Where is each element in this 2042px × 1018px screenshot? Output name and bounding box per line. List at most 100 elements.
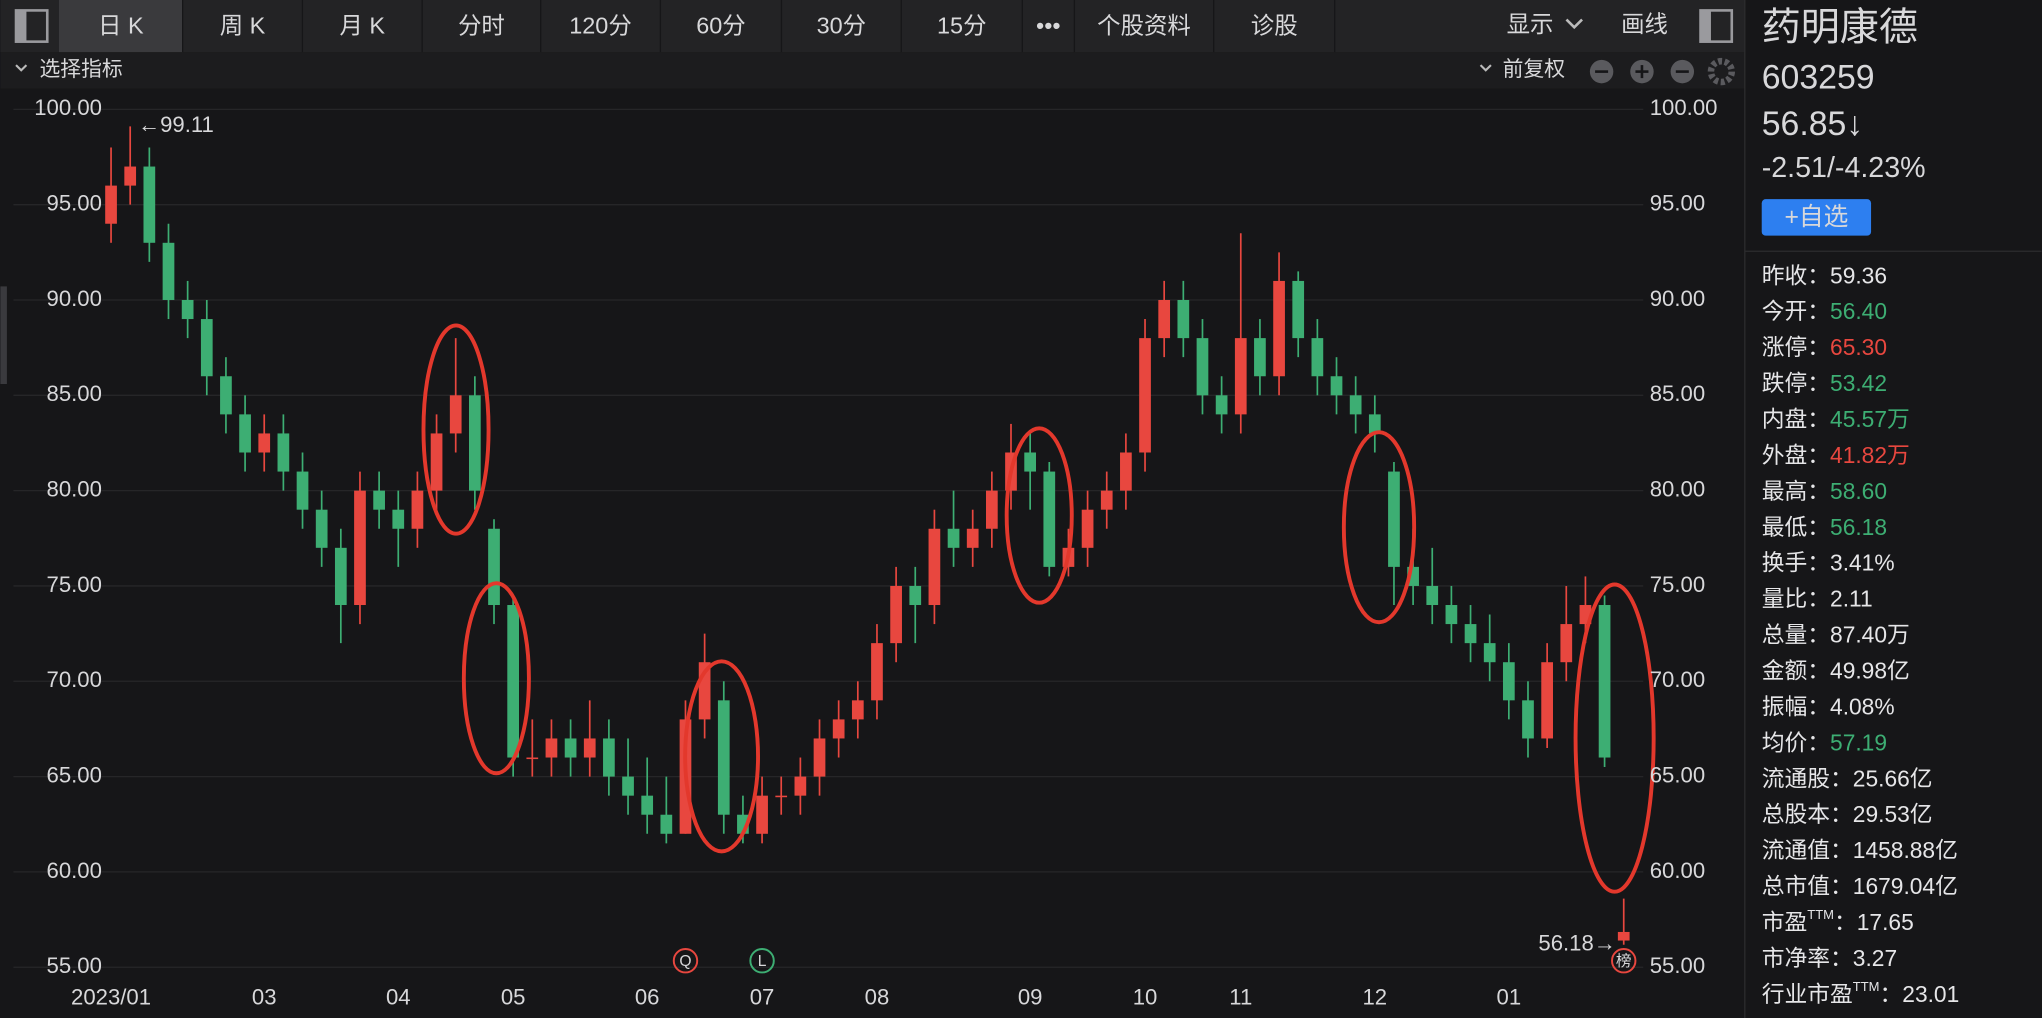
stat-label: 振幅 (1762, 693, 1808, 719)
watch-button[interactable] (1761, 199, 1872, 236)
y-tick-label-right: 95.00 (1650, 191, 1705, 216)
candle-body (334, 547, 347, 606)
candle-body (1617, 931, 1630, 941)
stat-value: 57.19 (1830, 729, 1887, 755)
stat-separator: ： (1807, 514, 1830, 540)
candle-body (1349, 395, 1362, 415)
candle-body (1426, 585, 1439, 606)
candle-body (373, 490, 385, 510)
watch-button-label[interactable]: +自选 (1784, 203, 1848, 231)
candle-body (392, 509, 405, 529)
stat-value: 59.36 (1830, 262, 1887, 288)
candle-body (583, 738, 596, 758)
candle-body (220, 376, 232, 415)
stat-value: 25.66亿 (1853, 765, 1933, 791)
candle-body (1177, 299, 1190, 339)
indicator-select[interactable]: 选择指标 (39, 58, 122, 81)
stat-separator: ： (1807, 262, 1830, 288)
tab-selected (58, 0, 183, 53)
toolbar-button[interactable]: 显示 (1507, 11, 1554, 37)
tab[interactable]: 日 K (98, 13, 144, 39)
tab[interactable]: 月 K (340, 13, 386, 39)
tab[interactable]: 30分 (817, 13, 866, 39)
stat-separator: ： (1830, 801, 1853, 827)
stat-separator: ： (1807, 406, 1830, 432)
stat-label: 总量 (1762, 622, 1808, 648)
candle-body (1234, 338, 1247, 415)
stat-value: 65.30 (1830, 334, 1887, 360)
candle-body (507, 605, 520, 758)
stat-separator: ： (1830, 945, 1853, 971)
sub-toolbar (0, 52, 1745, 89)
stat-value: 53.42 (1830, 370, 1887, 396)
stat-label: 总市值 (1762, 873, 1830, 899)
y-tick-label-right: 75.00 (1650, 572, 1705, 597)
tab[interactable]: 周 K (220, 13, 266, 39)
candle-body (258, 433, 271, 453)
stat-row: 市盈TTM：17.65 (1762, 908, 1914, 935)
stat-value: 29.53亿 (1853, 801, 1933, 827)
stat-row: 今开：56.40 (1762, 298, 1887, 324)
tab[interactable]: 60分 (696, 13, 745, 39)
y-tick-label-right: 85.00 (1650, 381, 1705, 406)
stat-row: 流通股：25.66亿 (1762, 765, 1933, 791)
candle-body (1120, 452, 1132, 491)
stat-value: 23.01 (1902, 981, 1959, 1007)
candle-body (756, 795, 768, 834)
candle-body (1483, 643, 1496, 663)
x-tick-label: 2023/01 (71, 984, 151, 1009)
y-tick-label: 95.00 (47, 191, 102, 216)
x-tick-label: 07 (750, 984, 775, 1009)
y-tick-label: 65.00 (47, 762, 102, 787)
candle-body (1330, 376, 1343, 396)
stock-name: 药明康德 (1762, 6, 1918, 49)
stat-separator: ： (1807, 298, 1830, 324)
candle-body (1407, 566, 1419, 586)
stat-row: 最高：58.60 (1762, 478, 1887, 504)
candle-body (200, 319, 213, 377)
tab[interactable]: ••• (1036, 13, 1061, 39)
candle-body (1158, 299, 1171, 339)
tab[interactable]: 分时 (458, 13, 505, 39)
adjust-select[interactable]: 前复权 (1503, 58, 1566, 81)
stat-label: 总股本 (1762, 801, 1830, 827)
stat-row: 昨收：59.36 (1762, 262, 1887, 288)
tab[interactable]: 个股资料 (1097, 13, 1191, 39)
candle-body (871, 643, 883, 701)
tab[interactable]: 15分 (937, 13, 986, 39)
stat-separator: ： (1807, 478, 1830, 504)
candle-body (488, 528, 500, 606)
stat-value: 49.98亿 (1830, 658, 1910, 684)
event-marker[interactable] (1611, 948, 1637, 974)
stat-separator: ： (1807, 370, 1830, 396)
stat-label: 外盘 (1762, 442, 1808, 468)
toolbar-button[interactable]: 画线 (1621, 11, 1668, 37)
tab[interactable]: 120分 (569, 13, 632, 39)
candle-body (411, 490, 424, 529)
highlight-ellipse (1004, 426, 1074, 605)
stat-separator: ： (1807, 622, 1830, 648)
highlight-ellipse (461, 581, 531, 776)
highlight-ellipse (421, 323, 491, 536)
stat-row: 涨停：65.30 (1762, 334, 1887, 360)
settings-button[interactable] (1707, 57, 1736, 86)
stat-separator: ： (1807, 729, 1830, 755)
candle-body (449, 395, 462, 434)
x-tick-label: 01 (1497, 984, 1522, 1009)
event-marker[interactable] (749, 948, 775, 974)
candle-body (1522, 700, 1534, 739)
chart-tools (1589, 57, 1736, 86)
stat-value: 56.40 (1830, 298, 1887, 324)
y-tick-label: 60.00 (47, 858, 102, 883)
candle-body (430, 433, 443, 491)
candle-body (1311, 338, 1324, 377)
event-marker[interactable] (672, 948, 699, 974)
panel-toggle-fill (16, 10, 27, 42)
stat-label: 换手 (1762, 550, 1808, 576)
candle-body (162, 242, 175, 300)
stat-value: 1679.04亿 (1853, 873, 1958, 899)
highlight-ellipse (1573, 582, 1656, 894)
candle-body (1388, 471, 1400, 567)
tab[interactable]: 诊股 (1251, 13, 1298, 39)
